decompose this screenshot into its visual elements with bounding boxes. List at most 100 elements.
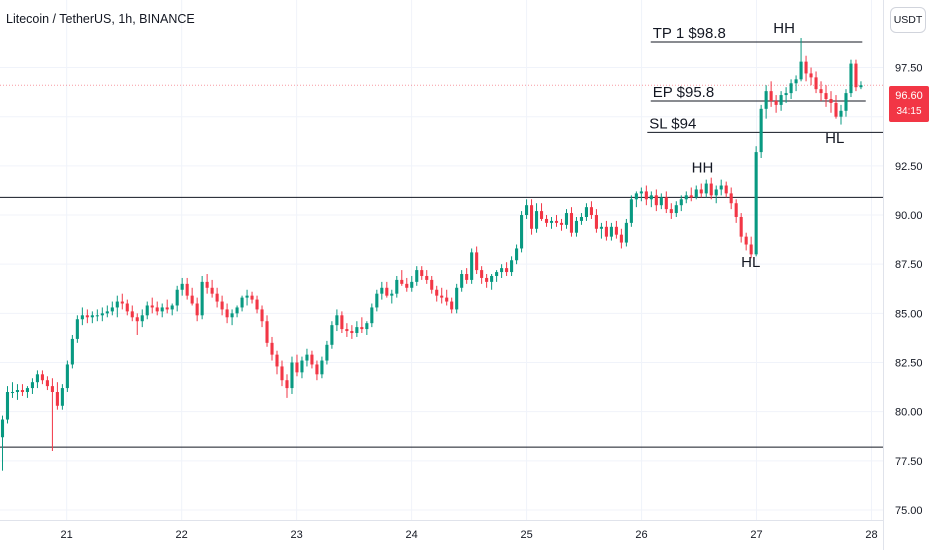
x-tick-label: 28 [865,529,877,541]
candle-body [549,220,554,223]
chart-title: Litecoin / TetherUS, 1h, BINANCE [6,12,195,26]
candle-body [180,283,184,290]
candle-body [734,203,738,217]
candle-body [460,274,464,288]
candle-body [50,386,54,393]
candle-body [510,260,514,273]
candle-body [230,313,234,318]
horizontal-line-label: SL $94 [649,115,696,132]
candle-body [589,207,593,216]
candle-body [849,63,853,94]
candle-body [530,205,534,229]
candle-body [844,93,848,111]
candle-body [25,388,29,393]
x-tick-label: 26 [635,529,647,541]
candles [0,38,863,471]
candle-body [674,205,678,214]
candle-body [614,226,618,235]
candle-body [714,189,718,196]
candle-body [120,301,124,304]
y-tick-label: 90.00 [895,210,923,222]
candle-body [325,344,329,361]
candle-body [290,362,294,389]
candle-body [490,275,494,282]
candle-body [485,277,489,282]
candle-body [375,293,379,308]
candle-body [260,309,264,322]
candle-body [564,213,569,225]
candle-body [544,218,549,223]
swing-label: HH [773,20,795,37]
candle-body [769,91,773,101]
candle-body [699,189,703,194]
annotations: HH HL HH HL [692,20,845,271]
candle-body [205,281,209,288]
candle-body [235,307,239,314]
horizontal-lines: TP 1 $98.8 EP $95.8 SL $94 [0,25,883,448]
candle-body [450,301,454,310]
candle-body [70,338,74,365]
y-tick-label: 75.00 [895,505,923,517]
x-tick-label: 25 [520,529,532,541]
candle-body [779,95,783,105]
candle-body [634,193,638,200]
candle-body [799,61,803,80]
swing-label: HL [825,130,844,147]
candle-body [584,207,588,217]
candle-body [754,152,758,255]
y-tick-label: 85.00 [895,308,923,320]
candle-body [415,270,419,282]
candle-body [225,309,229,318]
candle-body [115,301,119,308]
candle-body [95,315,99,317]
candle-body [130,311,134,318]
candle-body [679,199,683,206]
candle-body [390,293,394,296]
currency-unit-button[interactable]: USDT [890,7,926,33]
x-tick-label: 27 [750,529,762,541]
candle-body [400,279,404,284]
candle-body [784,93,788,96]
candle-body [220,301,224,310]
last-price-value: 96.60 [895,90,923,102]
candle-body [310,354,314,365]
candle-body [554,220,559,223]
candle-body [624,222,628,243]
candle-body [175,289,179,306]
candle-body [5,392,10,420]
candle-body [664,197,668,210]
candle-body [425,275,429,280]
candle-body [604,226,608,237]
candle-body [709,183,713,196]
candle-body [295,362,299,373]
candle-body [539,211,544,219]
x-tick-label: 23 [291,529,303,541]
candle-body [410,281,414,288]
candle-body [854,63,858,88]
candle-body [250,295,254,300]
candle-body [834,102,838,117]
last-price-tag: 96.60 34:15 [889,86,929,122]
candle-body [500,268,504,273]
candle-body [774,100,778,105]
candle-body [355,327,359,334]
candle-body [525,205,529,216]
candle-body [125,303,129,312]
candle-body [719,185,723,190]
candle-body [90,315,94,318]
y-tick-label: 87.50 [895,259,923,271]
candle-body [245,295,249,298]
candle-body [350,331,354,334]
candle-body [684,195,688,200]
candle-body [20,390,25,393]
candle-body [345,329,349,332]
candle-body [659,197,663,206]
x-tick-label: 24 [405,529,417,541]
candle-body [340,315,344,330]
candle-body [430,279,434,290]
candle-body [440,295,444,298]
candle-body [505,268,509,273]
chart-grid [0,0,883,520]
candle-body [694,189,698,198]
